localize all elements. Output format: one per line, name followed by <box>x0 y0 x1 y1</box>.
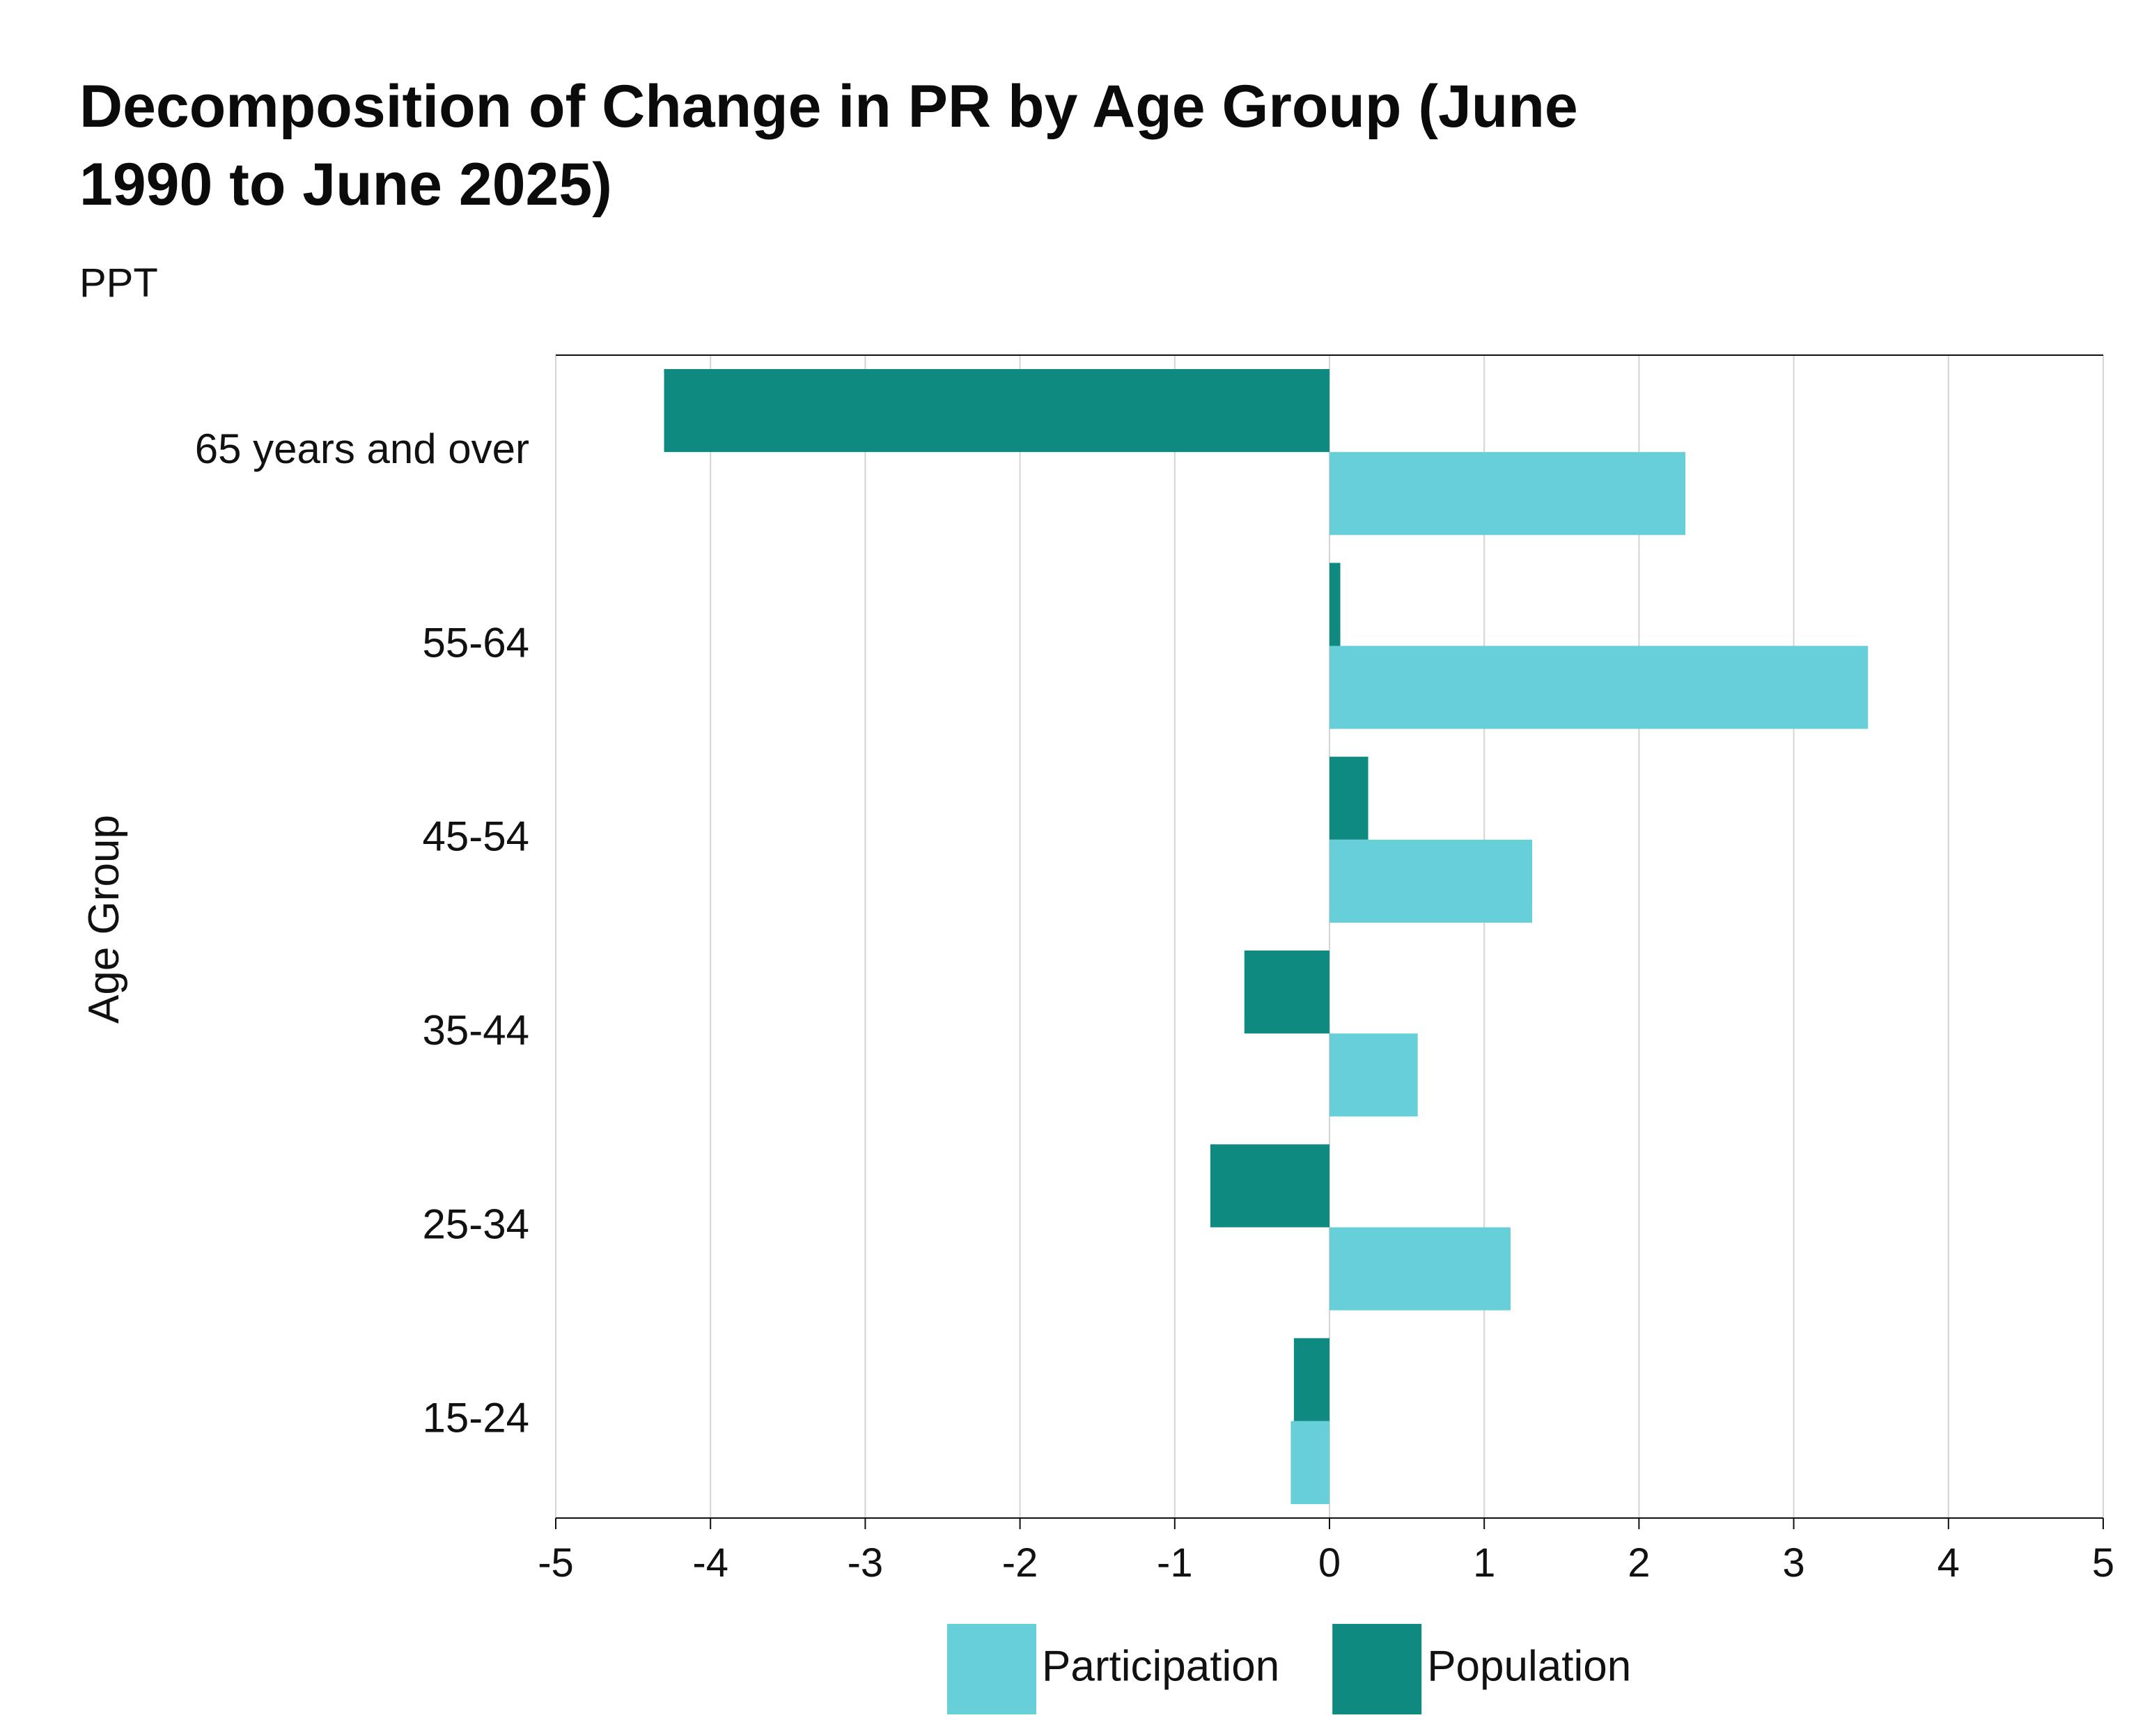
bar-participation-2 <box>1329 646 1869 729</box>
y-tick-label: 65 years and over <box>195 425 529 472</box>
x-tick-label: -5 <box>538 1540 574 1586</box>
x-tick-label: -3 <box>848 1540 884 1586</box>
chart-subtitle: PPT <box>79 260 158 306</box>
bar-participation-1 <box>1329 452 1686 535</box>
x-tick-label: 3 <box>1782 1540 1804 1586</box>
bar-population-6 <box>1293 1338 1329 1421</box>
bar-population-1 <box>664 369 1329 453</box>
legend-swatch-population <box>1332 1624 1422 1714</box>
bar-population-3 <box>1329 756 1368 840</box>
y-tick-label: 35-44 <box>423 1007 529 1054</box>
y-tick-labels: 65 years and over 55-64 45-54 35-44 25-34 15-… <box>195 425 529 1441</box>
legend-label-participation: Participation <box>1042 1642 1279 1690</box>
y-tick-label: 55-64 <box>423 619 529 666</box>
x-tick-label: -2 <box>1002 1540 1038 1586</box>
bar-population-4 <box>1244 951 1329 1034</box>
bar-population-2 <box>1329 563 1341 646</box>
legend-label-population: Population <box>1427 1642 1631 1690</box>
y-tick-label: 15-24 <box>423 1395 529 1441</box>
bar-population-5 <box>1210 1144 1329 1228</box>
bar-participation-3 <box>1329 839 1533 923</box>
x-tick-label: 0 <box>1318 1540 1341 1586</box>
y-axis-label: Age Group <box>80 815 128 1024</box>
y-tick-label: 45-54 <box>423 813 529 860</box>
x-tick-label: 1 <box>1473 1540 1495 1586</box>
bar-participation-6 <box>1290 1421 1329 1504</box>
axis-layer <box>555 354 2104 1529</box>
x-tick-labels: -5 -4 -3 -2 -1 0 1 2 3 4 5 <box>538 1540 2114 1586</box>
x-tick-label: 2 <box>1628 1540 1650 1586</box>
legend-swatch-participation <box>947 1624 1036 1714</box>
x-tick-label: 4 <box>1937 1540 1960 1586</box>
chart-title-line-2: 1990 to June 2025) <box>79 151 612 218</box>
bar-participation-5 <box>1329 1227 1511 1311</box>
chart-title-line-1: Decomposition of Change in PR by Age Gro… <box>79 73 1578 140</box>
x-tick-label: 5 <box>2092 1540 2114 1586</box>
bar-participation-4 <box>1329 1033 1418 1117</box>
x-tick-label: -1 <box>1157 1540 1193 1586</box>
y-tick-label: 25-34 <box>423 1201 529 1247</box>
grid-layer <box>555 355 2104 1518</box>
legend: Participation Population <box>947 1624 1631 1714</box>
bars-layer <box>664 369 1869 1504</box>
x-tick-label: -4 <box>692 1540 728 1586</box>
